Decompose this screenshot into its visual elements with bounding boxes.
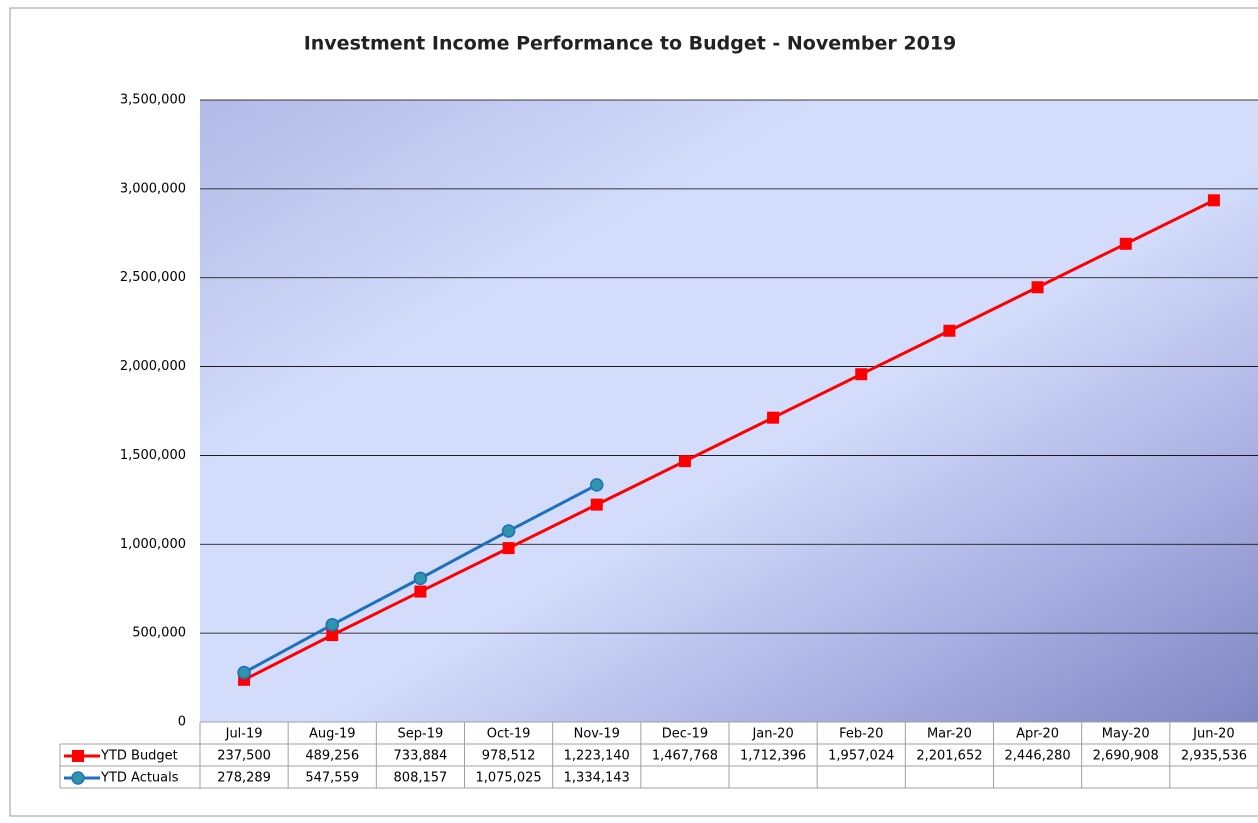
point bbox=[590, 498, 603, 511]
table-value: 1,223,140 bbox=[564, 749, 630, 764]
y-tick-label: 500,000 bbox=[132, 626, 186, 641]
y-tick-label: 1,500,000 bbox=[120, 448, 186, 463]
legend-marker bbox=[71, 771, 85, 785]
x-tick-label: Jul-19 bbox=[225, 727, 263, 742]
plot-area bbox=[200, 100, 1258, 722]
point bbox=[1119, 237, 1132, 250]
x-tick-label: Jan-20 bbox=[751, 727, 793, 742]
point bbox=[1207, 194, 1220, 207]
y-tick-label: 0 bbox=[178, 715, 186, 730]
table-value: 733,884 bbox=[394, 749, 448, 764]
table-value: 2,935,536 bbox=[1181, 749, 1247, 764]
x-tick-label: Apr-20 bbox=[1016, 727, 1059, 742]
table-value: 2,446,280 bbox=[1004, 749, 1070, 764]
table-value: 2,690,908 bbox=[1093, 749, 1159, 764]
point bbox=[1031, 281, 1044, 294]
table-value: 1,467,768 bbox=[652, 749, 718, 764]
point bbox=[413, 571, 428, 586]
legend-label: YTD Budget bbox=[100, 749, 178, 764]
legend-marker bbox=[72, 750, 84, 762]
table-value: 2,201,652 bbox=[916, 749, 982, 764]
point bbox=[943, 324, 956, 337]
x-tick-label: Feb-20 bbox=[839, 727, 883, 742]
point bbox=[590, 478, 604, 492]
y-tick-label: 1,000,000 bbox=[120, 537, 186, 552]
point bbox=[325, 617, 339, 632]
x-tick-label: Oct-19 bbox=[487, 727, 531, 742]
point bbox=[767, 411, 780, 424]
point bbox=[678, 455, 691, 468]
y-tick-label: 2,000,000 bbox=[120, 359, 186, 374]
point bbox=[855, 368, 868, 381]
x-tick-label: Sep-19 bbox=[398, 727, 444, 742]
y-tick-label: 3,000,000 bbox=[120, 181, 186, 196]
table-value: 1,957,024 bbox=[828, 749, 894, 764]
x-tick-label: Mar-20 bbox=[927, 727, 972, 742]
y-tick-label: 2,500,000 bbox=[120, 270, 186, 285]
table-value: 547,559 bbox=[305, 771, 359, 786]
x-tick-label: Jun-20 bbox=[1192, 727, 1235, 742]
table-value: 489,256 bbox=[305, 749, 359, 764]
table-value: 808,157 bbox=[394, 771, 448, 786]
table-value: 1,712,396 bbox=[740, 749, 806, 764]
table-value: 978,512 bbox=[482, 749, 536, 764]
point bbox=[326, 629, 339, 642]
point bbox=[237, 665, 251, 680]
x-tick-label: Dec-19 bbox=[662, 727, 708, 742]
table-value: 237,500 bbox=[217, 749, 271, 764]
series-line bbox=[243, 198, 1215, 682]
table-value: 278,289 bbox=[217, 771, 271, 786]
point bbox=[414, 585, 427, 598]
table-value: 1,075,025 bbox=[475, 771, 541, 786]
x-tick-label: Aug-19 bbox=[309, 727, 356, 742]
point bbox=[502, 542, 515, 555]
x-tick-label: May-20 bbox=[1102, 727, 1150, 742]
legend-label: YTD Actuals bbox=[100, 771, 179, 786]
x-tick-label: Nov-19 bbox=[574, 727, 620, 742]
point bbox=[501, 524, 516, 538]
y-tick-label: 3,500,000 bbox=[120, 93, 186, 108]
table-value: 1,334,143 bbox=[564, 771, 630, 786]
chart-title: Investment Income Performance to Budget … bbox=[304, 33, 957, 55]
